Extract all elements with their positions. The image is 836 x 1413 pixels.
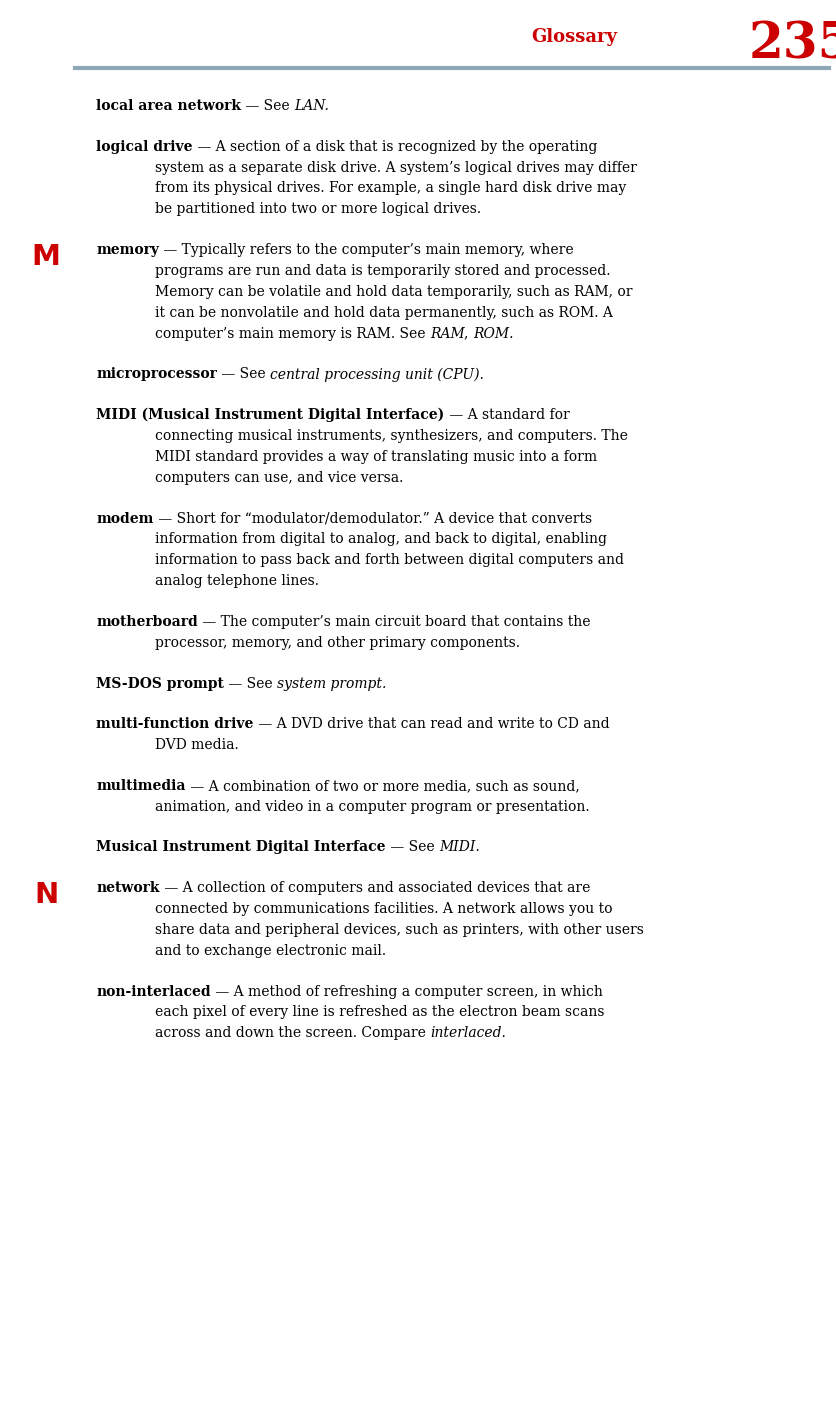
- Text: — A combination of two or more media, such as sound,: — A combination of two or more media, su…: [186, 779, 579, 793]
- Text: memory: memory: [96, 243, 159, 257]
- Text: multi-function drive: multi-function drive: [96, 718, 253, 732]
- Text: computer’s main memory is RAM. See: computer’s main memory is RAM. See: [155, 326, 429, 341]
- Text: Memory can be volatile and hold data temporarily, such as RAM, or: Memory can be volatile and hold data tem…: [155, 285, 631, 300]
- Text: system prompt.: system prompt.: [277, 677, 386, 691]
- Text: non-interlaced: non-interlaced: [96, 985, 211, 999]
- Text: LAN.: LAN.: [294, 99, 329, 113]
- Text: information to pass back and forth between digital computers and: information to pass back and forth betwe…: [155, 554, 623, 568]
- Text: Musical Instrument Digital Interface: Musical Instrument Digital Interface: [96, 841, 385, 855]
- Text: connecting musical instruments, synthesizers, and computers. The: connecting musical instruments, synthesi…: [155, 430, 627, 444]
- Text: — A method of refreshing a computer screen, in which: — A method of refreshing a computer scre…: [211, 985, 602, 999]
- Text: it can be nonvolatile and hold data permanently, such as ROM. A: it can be nonvolatile and hold data perm…: [155, 305, 612, 319]
- Text: — See: — See: [224, 677, 277, 691]
- Text: — A standard for: — A standard for: [444, 408, 568, 422]
- Text: MIDI standard provides a way of translating music into a form: MIDI standard provides a way of translat…: [155, 449, 596, 463]
- Text: — See: — See: [217, 367, 270, 382]
- Text: MIDI.: MIDI.: [438, 841, 479, 855]
- Text: local area network: local area network: [96, 99, 241, 113]
- Text: be partitioned into two or more logical drives.: be partitioned into two or more logical …: [155, 202, 481, 216]
- Text: each pixel of every line is refreshed as the electron beam scans: each pixel of every line is refreshed as…: [155, 1006, 604, 1020]
- Text: — See: — See: [385, 841, 438, 855]
- Text: from its physical drives. For example, a single hard disk drive may: from its physical drives. For example, a…: [155, 181, 625, 195]
- Text: connected by communications facilities. A network allows you to: connected by communications facilities. …: [155, 901, 612, 916]
- Text: — Short for “modulator/demodulator.” A device that converts: — Short for “modulator/demodulator.” A d…: [154, 512, 591, 526]
- Text: — A section of a disk that is recognized by the operating: — A section of a disk that is recognized…: [192, 140, 596, 154]
- Text: system as a separate disk drive. A system’s logical drives may differ: system as a separate disk drive. A syste…: [155, 161, 636, 175]
- Text: network: network: [96, 882, 160, 896]
- Text: animation, and video in a computer program or presentation.: animation, and video in a computer progr…: [155, 800, 589, 814]
- Text: modem: modem: [96, 512, 154, 526]
- Text: information from digital to analog, and back to digital, enabling: information from digital to analog, and …: [155, 533, 606, 547]
- Text: ,: ,: [464, 326, 472, 341]
- Text: DVD media.: DVD media.: [155, 738, 238, 752]
- Text: logical drive: logical drive: [96, 140, 192, 154]
- Text: microprocessor: microprocessor: [96, 367, 217, 382]
- Text: across and down the screen. Compare: across and down the screen. Compare: [155, 1026, 430, 1040]
- Text: Glossary: Glossary: [531, 28, 617, 45]
- Text: processor, memory, and other primary components.: processor, memory, and other primary com…: [155, 636, 519, 650]
- Text: N: N: [34, 882, 58, 909]
- Text: — Typically refers to the computer’s main memory, where: — Typically refers to the computer’s mai…: [159, 243, 573, 257]
- Text: — A DVD drive that can read and write to CD and: — A DVD drive that can read and write to…: [253, 718, 609, 732]
- Text: ROM.: ROM.: [472, 326, 513, 341]
- Text: RAM: RAM: [429, 326, 464, 341]
- Text: — See: — See: [241, 99, 294, 113]
- Text: multimedia: multimedia: [96, 779, 186, 793]
- Text: interlaced.: interlaced.: [430, 1026, 506, 1040]
- Text: central processing unit (CPU).: central processing unit (CPU).: [270, 367, 483, 382]
- Text: MS-DOS prompt: MS-DOS prompt: [96, 677, 224, 691]
- Text: programs are run and data is temporarily stored and processed.: programs are run and data is temporarily…: [155, 264, 609, 278]
- Text: MIDI (Musical Instrument Digital Interface): MIDI (Musical Instrument Digital Interfa…: [96, 408, 444, 422]
- Text: motherboard: motherboard: [96, 615, 198, 629]
- Text: M: M: [32, 243, 60, 271]
- Text: and to exchange electronic mail.: and to exchange electronic mail.: [155, 944, 385, 958]
- Text: 235: 235: [748, 21, 836, 69]
- Text: analog telephone lines.: analog telephone lines.: [155, 574, 319, 588]
- Text: share data and peripheral devices, such as printers, with other users: share data and peripheral devices, such …: [155, 923, 643, 937]
- Text: computers can use, and vice versa.: computers can use, and vice versa.: [155, 471, 403, 485]
- Text: — A collection of computers and associated devices that are: — A collection of computers and associat…: [160, 882, 589, 896]
- Text: — The computer’s main circuit board that contains the: — The computer’s main circuit board that…: [198, 615, 590, 629]
